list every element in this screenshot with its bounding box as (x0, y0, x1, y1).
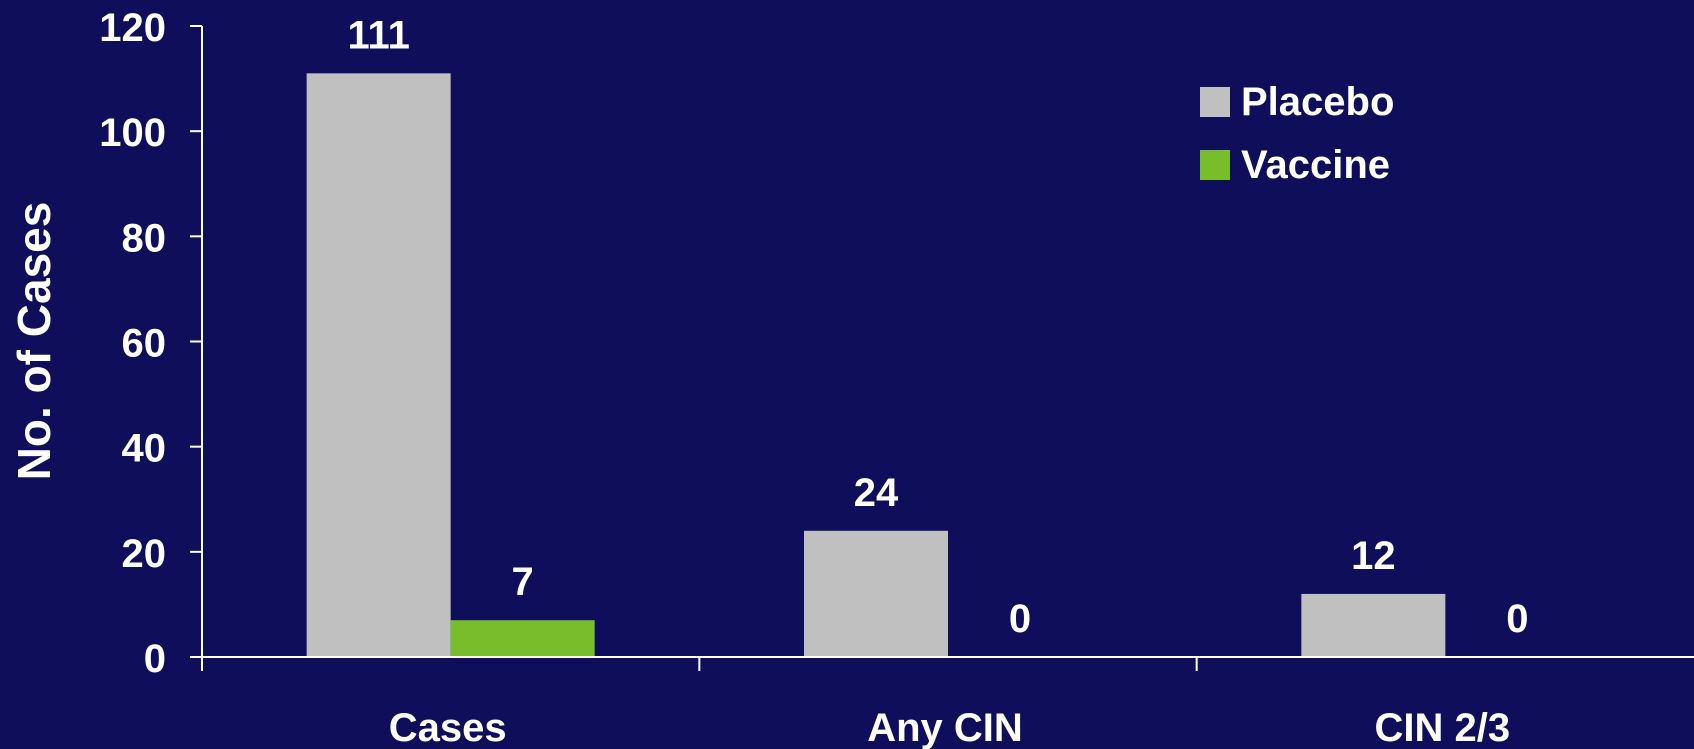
x-tick-label: Cases (389, 706, 507, 749)
data-label: 12 (1351, 534, 1396, 578)
legend-label: Placebo (1241, 80, 1394, 124)
y-tick-label: 20 (122, 532, 167, 576)
bar-placebo-cin-2-3 (1301, 593, 1446, 657)
data-labels: 111 7 24 0 12 0 (348, 13, 1529, 641)
legend: Placebo Vaccine (1200, 80, 1394, 187)
y-tick-label: 60 (122, 322, 167, 366)
y-tick-label: 120 (99, 6, 166, 50)
x-tick-label: Any CIN (867, 706, 1023, 749)
y-tick-label: 40 (122, 427, 167, 471)
x-tick-label: CIN 2/3 (1375, 706, 1511, 749)
y-axis-ticks: 0 20 40 60 80 100 120 (99, 6, 202, 681)
y-tick-label: 100 (99, 111, 166, 155)
legend-label: Vaccine (1241, 143, 1390, 187)
data-label: 111 (348, 13, 410, 57)
bar-vaccine-cases (450, 620, 595, 657)
y-tick-label: 0 (144, 637, 166, 681)
data-label: 0 (1506, 597, 1528, 641)
legend-swatch (1200, 87, 1230, 117)
axes (201, 26, 1694, 671)
data-label: 7 (512, 560, 534, 604)
bar-placebo-any-cin (804, 530, 948, 657)
x-axis-tick-labels: Cases Any CIN CIN 2/3 (389, 706, 1510, 749)
bar-placebo-cases (306, 73, 451, 657)
data-label: 0 (1009, 597, 1031, 641)
y-axis-label: No. of Cases (8, 202, 60, 481)
data-label: 24 (854, 471, 899, 515)
y-tick-label: 80 (122, 216, 167, 260)
bars (306, 73, 1446, 657)
legend-swatch (1200, 150, 1230, 180)
